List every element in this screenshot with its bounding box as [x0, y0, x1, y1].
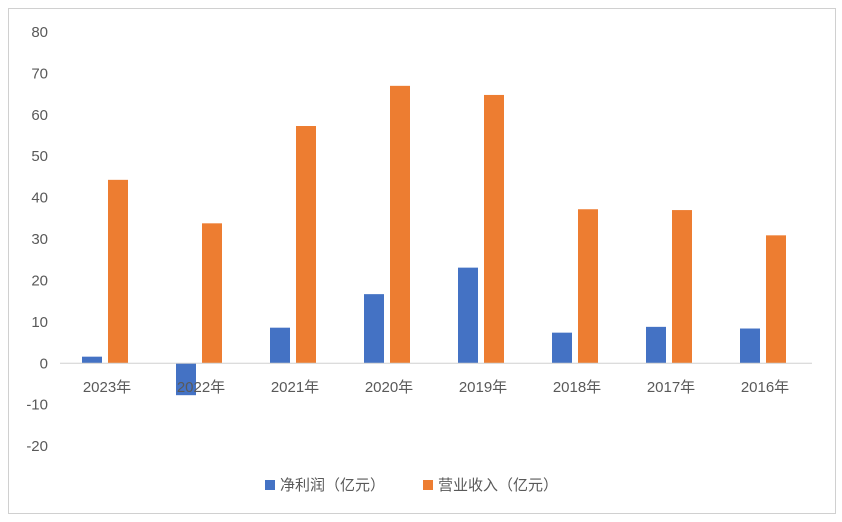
y-tick-label: 70: [31, 65, 48, 82]
x-tick-label: 2021年: [271, 379, 319, 396]
bar-net-profit: [82, 356, 102, 364]
y-tick-label: -10: [26, 397, 48, 414]
y-tick-label: 30: [31, 231, 48, 248]
chart-frame: [8, 8, 836, 514]
bar-net-profit: [740, 328, 760, 364]
y-tick-label: -20: [26, 438, 48, 455]
bar-net-profit: [646, 326, 666, 364]
legend-label: 营业收入（亿元）: [438, 477, 558, 494]
bar-net-profit: [364, 294, 384, 364]
legend-swatch: [265, 480, 275, 490]
y-tick-label: 0: [40, 355, 48, 372]
legend-label: 净利润（亿元）: [280, 477, 385, 494]
x-tick-label: 2023年: [83, 379, 131, 396]
bar-net-profit: [270, 327, 290, 364]
bar-net-profit: [552, 332, 572, 364]
bar-revenue: [578, 209, 598, 364]
bar-revenue: [390, 85, 410, 364]
y-tick-label: 20: [31, 272, 48, 289]
legend-swatch: [423, 480, 433, 490]
bar-revenue: [296, 126, 316, 364]
bar-net-profit: [176, 363, 196, 396]
x-tick-label: 2020年: [365, 379, 413, 396]
x-tick-label: 2016年: [741, 379, 789, 396]
bar-revenue: [202, 223, 222, 364]
bar-revenue: [766, 235, 786, 364]
y-tick-label: 80: [31, 24, 48, 41]
y-tick-label: 10: [31, 314, 48, 331]
bar-revenue: [672, 210, 692, 364]
bar-net-profit: [458, 267, 478, 364]
bar-revenue: [108, 179, 128, 364]
x-tick-label: 2017年: [647, 379, 695, 396]
y-tick-label: 60: [31, 107, 48, 124]
y-tick-label: 40: [31, 190, 48, 207]
bar-revenue: [484, 94, 504, 364]
x-tick-label: 2019年: [459, 379, 507, 396]
x-tick-label: 2018年: [553, 379, 601, 396]
y-tick-label: 50: [31, 148, 48, 165]
x-tick-label: 2022年: [177, 379, 225, 396]
